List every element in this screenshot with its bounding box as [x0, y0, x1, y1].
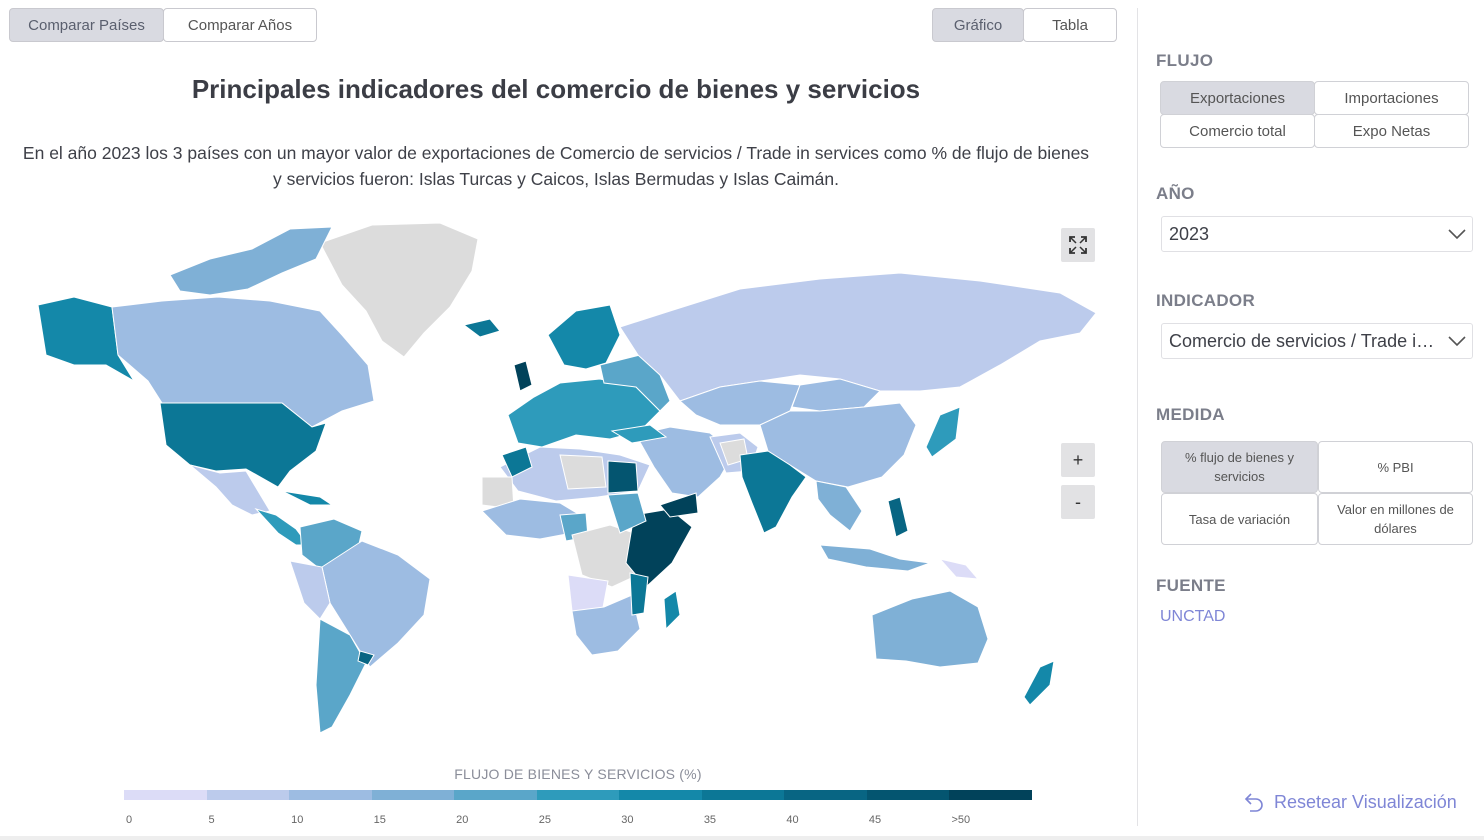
country-canada-arctic [169, 226, 333, 296]
fuente-link[interactable]: UNCTAD [1160, 608, 1226, 625]
legend-tick-label: 5 [208, 814, 215, 826]
chart-view-tab[interactable]: Gráfico [932, 8, 1024, 42]
country-philippines [887, 496, 909, 538]
fullscreen-icon[interactable] [1061, 228, 1095, 262]
country-japan [925, 406, 961, 458]
chevron-down-icon [1448, 336, 1466, 347]
zoom-out-button[interactable]: - [1061, 485, 1095, 519]
zoom-in-button[interactable]: + [1061, 443, 1095, 477]
country-uk [513, 360, 533, 392]
country-libya-no-data [559, 454, 607, 490]
legend-tick-label: 0 [126, 814, 133, 826]
country-turkey [610, 424, 668, 444]
country-alaska [37, 296, 135, 382]
legend-tick-label: 40 [786, 814, 799, 826]
chevron-down-icon [1448, 229, 1466, 240]
bottom-border [0, 836, 1484, 840]
country-egypt [607, 460, 639, 494]
medida-flujo-button[interactable]: % flujo de bienes y servicios [1161, 441, 1318, 493]
country-australia [871, 590, 989, 668]
legend-bin [866, 790, 950, 800]
country-greenland [319, 222, 479, 358]
reset-label: Resetear Visualización [1274, 791, 1457, 812]
country-brazil [321, 540, 431, 668]
country-madagascar [663, 590, 681, 631]
legend-bin [289, 790, 372, 800]
chart-subtitle: En el año 2023 los 3 países con un mayor… [22, 143, 1090, 189]
country-uruguay [357, 650, 375, 666]
legend-bin [619, 790, 702, 800]
flujo-expo-netas-button[interactable]: Expo Netas [1314, 114, 1469, 148]
indicador-section-label: INDICADOR [1156, 291, 1256, 310]
region-andes [289, 560, 331, 620]
legend-bin [206, 790, 290, 800]
anio-select[interactable]: 2023 [1161, 216, 1473, 252]
legend-tick-label: 15 [373, 814, 386, 826]
medida-valor-millones-button[interactable]: Valor en millones de dólares [1318, 493, 1473, 545]
legend-bin [949, 790, 1033, 800]
medida-pbi-button[interactable]: % PBI [1318, 441, 1473, 493]
region-southern-africa [571, 594, 641, 656]
region-indonesia [819, 544, 931, 572]
region-caribbean [281, 490, 334, 506]
region-middle-east [635, 426, 735, 498]
legend-bin [784, 790, 867, 800]
undo-icon [1244, 793, 1263, 812]
table-view-tab[interactable]: Tabla [1023, 8, 1117, 42]
country-sudan [607, 492, 647, 534]
country-png [938, 558, 980, 580]
legend-tick-label: 30 [621, 814, 634, 826]
legend-bin [124, 790, 207, 800]
country-mozambique [629, 572, 649, 616]
legend-tick-label: 45 [868, 814, 882, 826]
indicador-select-value: Comercio de servicios / Trade in service… [1169, 330, 1441, 351]
region-scandinavia [547, 304, 621, 370]
page-title: Principales indicadores del comercio de … [191, 74, 921, 104]
legend-tick-label: 20 [456, 814, 469, 826]
country-russia [619, 272, 1097, 402]
compare-years-tab[interactable]: Comparar Años [163, 8, 317, 42]
region-southeast-asia [815, 480, 863, 532]
country-usa [159, 402, 327, 488]
sidebar-divider [1137, 8, 1138, 826]
legend-bin [454, 790, 537, 800]
legend-title: FLUJO DE BIENES Y SERVICIOS (%) [454, 766, 702, 782]
legend-bin [371, 790, 455, 800]
country-yemen [659, 492, 699, 518]
country-india [739, 450, 807, 534]
compare-countries-tab[interactable]: Comparar Países [9, 8, 164, 42]
legend-color-scale [124, 790, 1033, 800]
flujo-comercio-total-button[interactable]: Comercio total [1160, 114, 1315, 148]
medida-section-label: MEDIDA [1156, 405, 1225, 424]
country-canada [111, 296, 375, 428]
legend-tick-label: 10 [291, 814, 304, 826]
country-mexico [189, 464, 271, 516]
legend-tick-label: 25 [538, 814, 551, 826]
flujo-section-label: FLUJO [1156, 51, 1214, 70]
legend-tick-label: >50 [951, 814, 971, 826]
legend-ticks: 0 5 10 15 20 25 30 35 40 45 >50 [124, 814, 1032, 828]
flujo-importaciones-button[interactable]: Importaciones [1314, 81, 1469, 115]
world-choropleth-map[interactable]: + - [20, 215, 1110, 755]
region-southern-cone [315, 618, 367, 734]
legend-tick-label: 35 [703, 814, 717, 826]
anio-select-value: 2023 [1169, 223, 1210, 244]
country-morocco [501, 446, 533, 478]
reset-visualization-button[interactable]: Resetear Visualización [1242, 790, 1457, 814]
fuente-section-label: FUENTE [1156, 576, 1226, 595]
country-new-zealand [1023, 660, 1055, 706]
legend-bin [536, 790, 620, 800]
legend-bin [701, 790, 785, 800]
indicador-select[interactable]: Comercio de servicios / Trade in service… [1161, 323, 1473, 359]
country-iceland [462, 318, 501, 338]
medida-tasa-variacion-button[interactable]: Tasa de variación [1161, 493, 1318, 545]
anio-section-label: AÑO [1156, 184, 1195, 203]
flujo-exportaciones-button[interactable]: Exportaciones [1160, 81, 1315, 115]
